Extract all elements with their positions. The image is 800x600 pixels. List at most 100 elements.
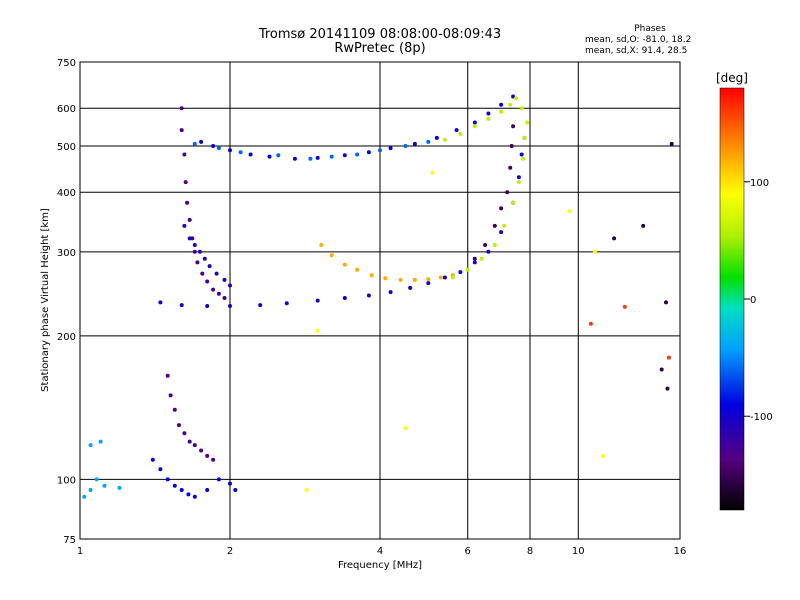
- data-point: [319, 243, 324, 247]
- data-point: [192, 249, 197, 254]
- data-point: [205, 279, 210, 284]
- data-point: [214, 271, 219, 276]
- data-point: [622, 304, 627, 309]
- data-point: [98, 439, 103, 444]
- x-tick-label: 1: [77, 546, 83, 557]
- data-point: [197, 249, 202, 254]
- data-point: [276, 153, 281, 158]
- data-point: [258, 303, 263, 308]
- data-point: [450, 275, 455, 280]
- data-point: [525, 120, 530, 125]
- data-point: [315, 328, 320, 333]
- colorbar-tick-label: -100: [750, 412, 773, 423]
- data-point: [199, 139, 204, 144]
- data-point: [600, 453, 605, 458]
- data-point: [168, 393, 173, 398]
- y-axis-label: Stationary phase Virtual Height [km]: [40, 208, 51, 392]
- data-point: [486, 116, 491, 121]
- data-point: [403, 426, 408, 431]
- data-point: [442, 137, 447, 142]
- data-point: [187, 217, 192, 222]
- data-point: [521, 156, 526, 161]
- colorbar-ticks: 100 0 -100: [744, 178, 773, 423]
- y-tick-label: 200: [57, 332, 76, 343]
- data-point: [519, 106, 524, 111]
- colorbar-tick-label: 0: [750, 295, 756, 306]
- data-point: [516, 180, 521, 185]
- data-point: [383, 276, 388, 281]
- data-point: [233, 488, 238, 492]
- data-point: [665, 386, 670, 391]
- phase-stats-o: mean, sd,O: -81.0, 18.2: [585, 35, 692, 45]
- data-point: [238, 150, 243, 155]
- data-point: [342, 296, 347, 300]
- data-point: [207, 264, 212, 269]
- data-point: [150, 457, 155, 462]
- data-point: [588, 321, 593, 326]
- data-point: [666, 355, 671, 360]
- data-point: [211, 144, 216, 148]
- data-point: [165, 477, 170, 482]
- data-point: [199, 448, 204, 453]
- data-point: [430, 170, 435, 175]
- data-point: [228, 283, 232, 288]
- data-point: [438, 275, 443, 280]
- data-point: [179, 303, 184, 308]
- data-point: [284, 301, 289, 306]
- data-point: [369, 273, 374, 278]
- data-point: [502, 223, 507, 228]
- data-point: [458, 131, 463, 136]
- data-point: [366, 293, 371, 298]
- data-point: [342, 262, 347, 267]
- data-point: [472, 260, 477, 265]
- data-point: [329, 253, 334, 258]
- data-point: [179, 488, 184, 492]
- data-point: [182, 431, 187, 436]
- data-point: [172, 483, 177, 488]
- data-point: [182, 152, 187, 157]
- data-point: [664, 300, 668, 305]
- data-point: [366, 150, 371, 155]
- data-point: [641, 223, 646, 228]
- data-point: [187, 236, 192, 241]
- data-point: [248, 152, 253, 157]
- data-point: [458, 270, 463, 275]
- data-point: [499, 102, 504, 107]
- y-tick-label: 600: [57, 104, 76, 115]
- data-point: [329, 154, 334, 159]
- data-point: [505, 190, 510, 195]
- data-point: [516, 175, 521, 180]
- data-point: [183, 180, 188, 185]
- data-point: [499, 230, 504, 235]
- data-point: [165, 373, 170, 378]
- data-point: [195, 260, 200, 265]
- data-point: [222, 296, 227, 300]
- x-tick-label: 2: [227, 546, 233, 557]
- data-point: [192, 443, 197, 448]
- data-point: [472, 256, 477, 261]
- data-point: [522, 135, 527, 140]
- data-point: [511, 124, 516, 129]
- x-tick-label: 8: [527, 546, 533, 557]
- x-tick-label: 10: [572, 546, 585, 557]
- y-tick-label: 400: [57, 188, 76, 199]
- data-point: [499, 206, 504, 211]
- data-point: [88, 443, 93, 448]
- x-axis-label: Frequency [MHz]: [338, 560, 422, 571]
- data-point: [355, 267, 360, 272]
- data-point: [177, 423, 181, 428]
- data-point: [355, 152, 360, 157]
- data-point: [200, 271, 205, 276]
- data-point: [205, 453, 210, 458]
- data-point: [412, 277, 417, 282]
- data-point: [659, 367, 664, 372]
- data-point: [398, 277, 403, 282]
- data-point: [426, 139, 431, 144]
- data-point: [315, 155, 320, 160]
- data-point: [511, 200, 516, 205]
- x-tick-label: 16: [674, 546, 687, 557]
- data-point: [669, 141, 674, 146]
- phase-stats: Phases mean, sd,O: -81.0, 18.2 mean, sd,…: [585, 24, 715, 57]
- data-point: [434, 135, 439, 140]
- data-points: [82, 94, 674, 499]
